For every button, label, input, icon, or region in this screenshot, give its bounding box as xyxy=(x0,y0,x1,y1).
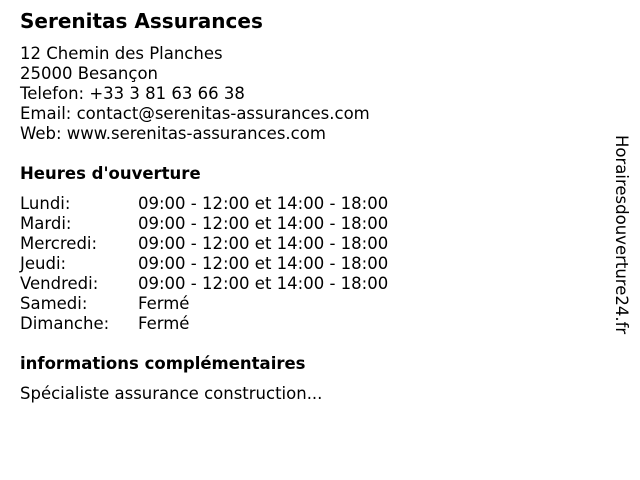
day-hours: Fermé xyxy=(138,294,190,313)
day-label: Samedi: xyxy=(20,294,88,313)
site-watermark: Horairesdouverture24.fr xyxy=(612,135,631,335)
info-text: Spécialiste assurance construction... xyxy=(20,384,323,403)
hours-row: Lundi: 09:00 - 12:00 et 14:00 - 18:00 xyxy=(20,194,388,214)
day-label: Dimanche: xyxy=(20,314,110,333)
day-label: Jeudi: xyxy=(20,254,67,273)
day-hours: 09:00 - 12:00 et 14:00 - 18:00 xyxy=(138,214,389,233)
phone: Telefon: +33 3 81 63 66 38 xyxy=(20,84,245,103)
day-hours: Fermé xyxy=(138,314,190,333)
website: Web: www.serenitas-assurances.com xyxy=(20,124,326,143)
info-heading: informations complémentaires xyxy=(20,354,306,373)
hours-table: Lundi: 09:00 - 12:00 et 14:00 - 18:00 Mard… xyxy=(20,194,388,334)
day-hours: 09:00 - 12:00 et 14:00 - 18:00 xyxy=(138,234,389,253)
city: 25000 Besançon xyxy=(20,64,158,83)
day-label: Lundi: xyxy=(20,194,71,213)
hours-row: Samedi: Fermé xyxy=(20,294,388,314)
hours-heading: Heures d'ouverture xyxy=(20,164,201,183)
day-hours: 09:00 - 12:00 et 14:00 - 18:00 xyxy=(138,194,389,213)
day-hours: 09:00 - 12:00 et 14:00 - 18:00 xyxy=(138,274,389,293)
hours-row: Mardi: 09:00 - 12:00 et 14:00 - 18:00 xyxy=(20,214,388,234)
contact-block: 12 Chemin des Planches 25000 Besançon Te… xyxy=(20,44,370,144)
street: 12 Chemin des Planches xyxy=(20,44,223,63)
hours-row: Dimanche: Fermé xyxy=(20,314,388,334)
hours-row: Mercredi: 09:00 - 12:00 et 14:00 - 18:00 xyxy=(20,234,388,254)
day-hours: 09:00 - 12:00 et 14:00 - 18:00 xyxy=(138,254,389,273)
day-label: Mardi: xyxy=(20,214,72,233)
day-label: Mercredi: xyxy=(20,234,98,253)
company-name: Serenitas Assurances xyxy=(20,9,263,33)
hours-row: Vendredi: 09:00 - 12:00 et 14:00 - 18:00 xyxy=(20,274,388,294)
day-label: Vendredi: xyxy=(20,274,99,293)
email: Email: contact@serenitas-assurances.com xyxy=(20,104,370,123)
hours-row: Jeudi: 09:00 - 12:00 et 14:00 - 18:00 xyxy=(20,254,388,274)
